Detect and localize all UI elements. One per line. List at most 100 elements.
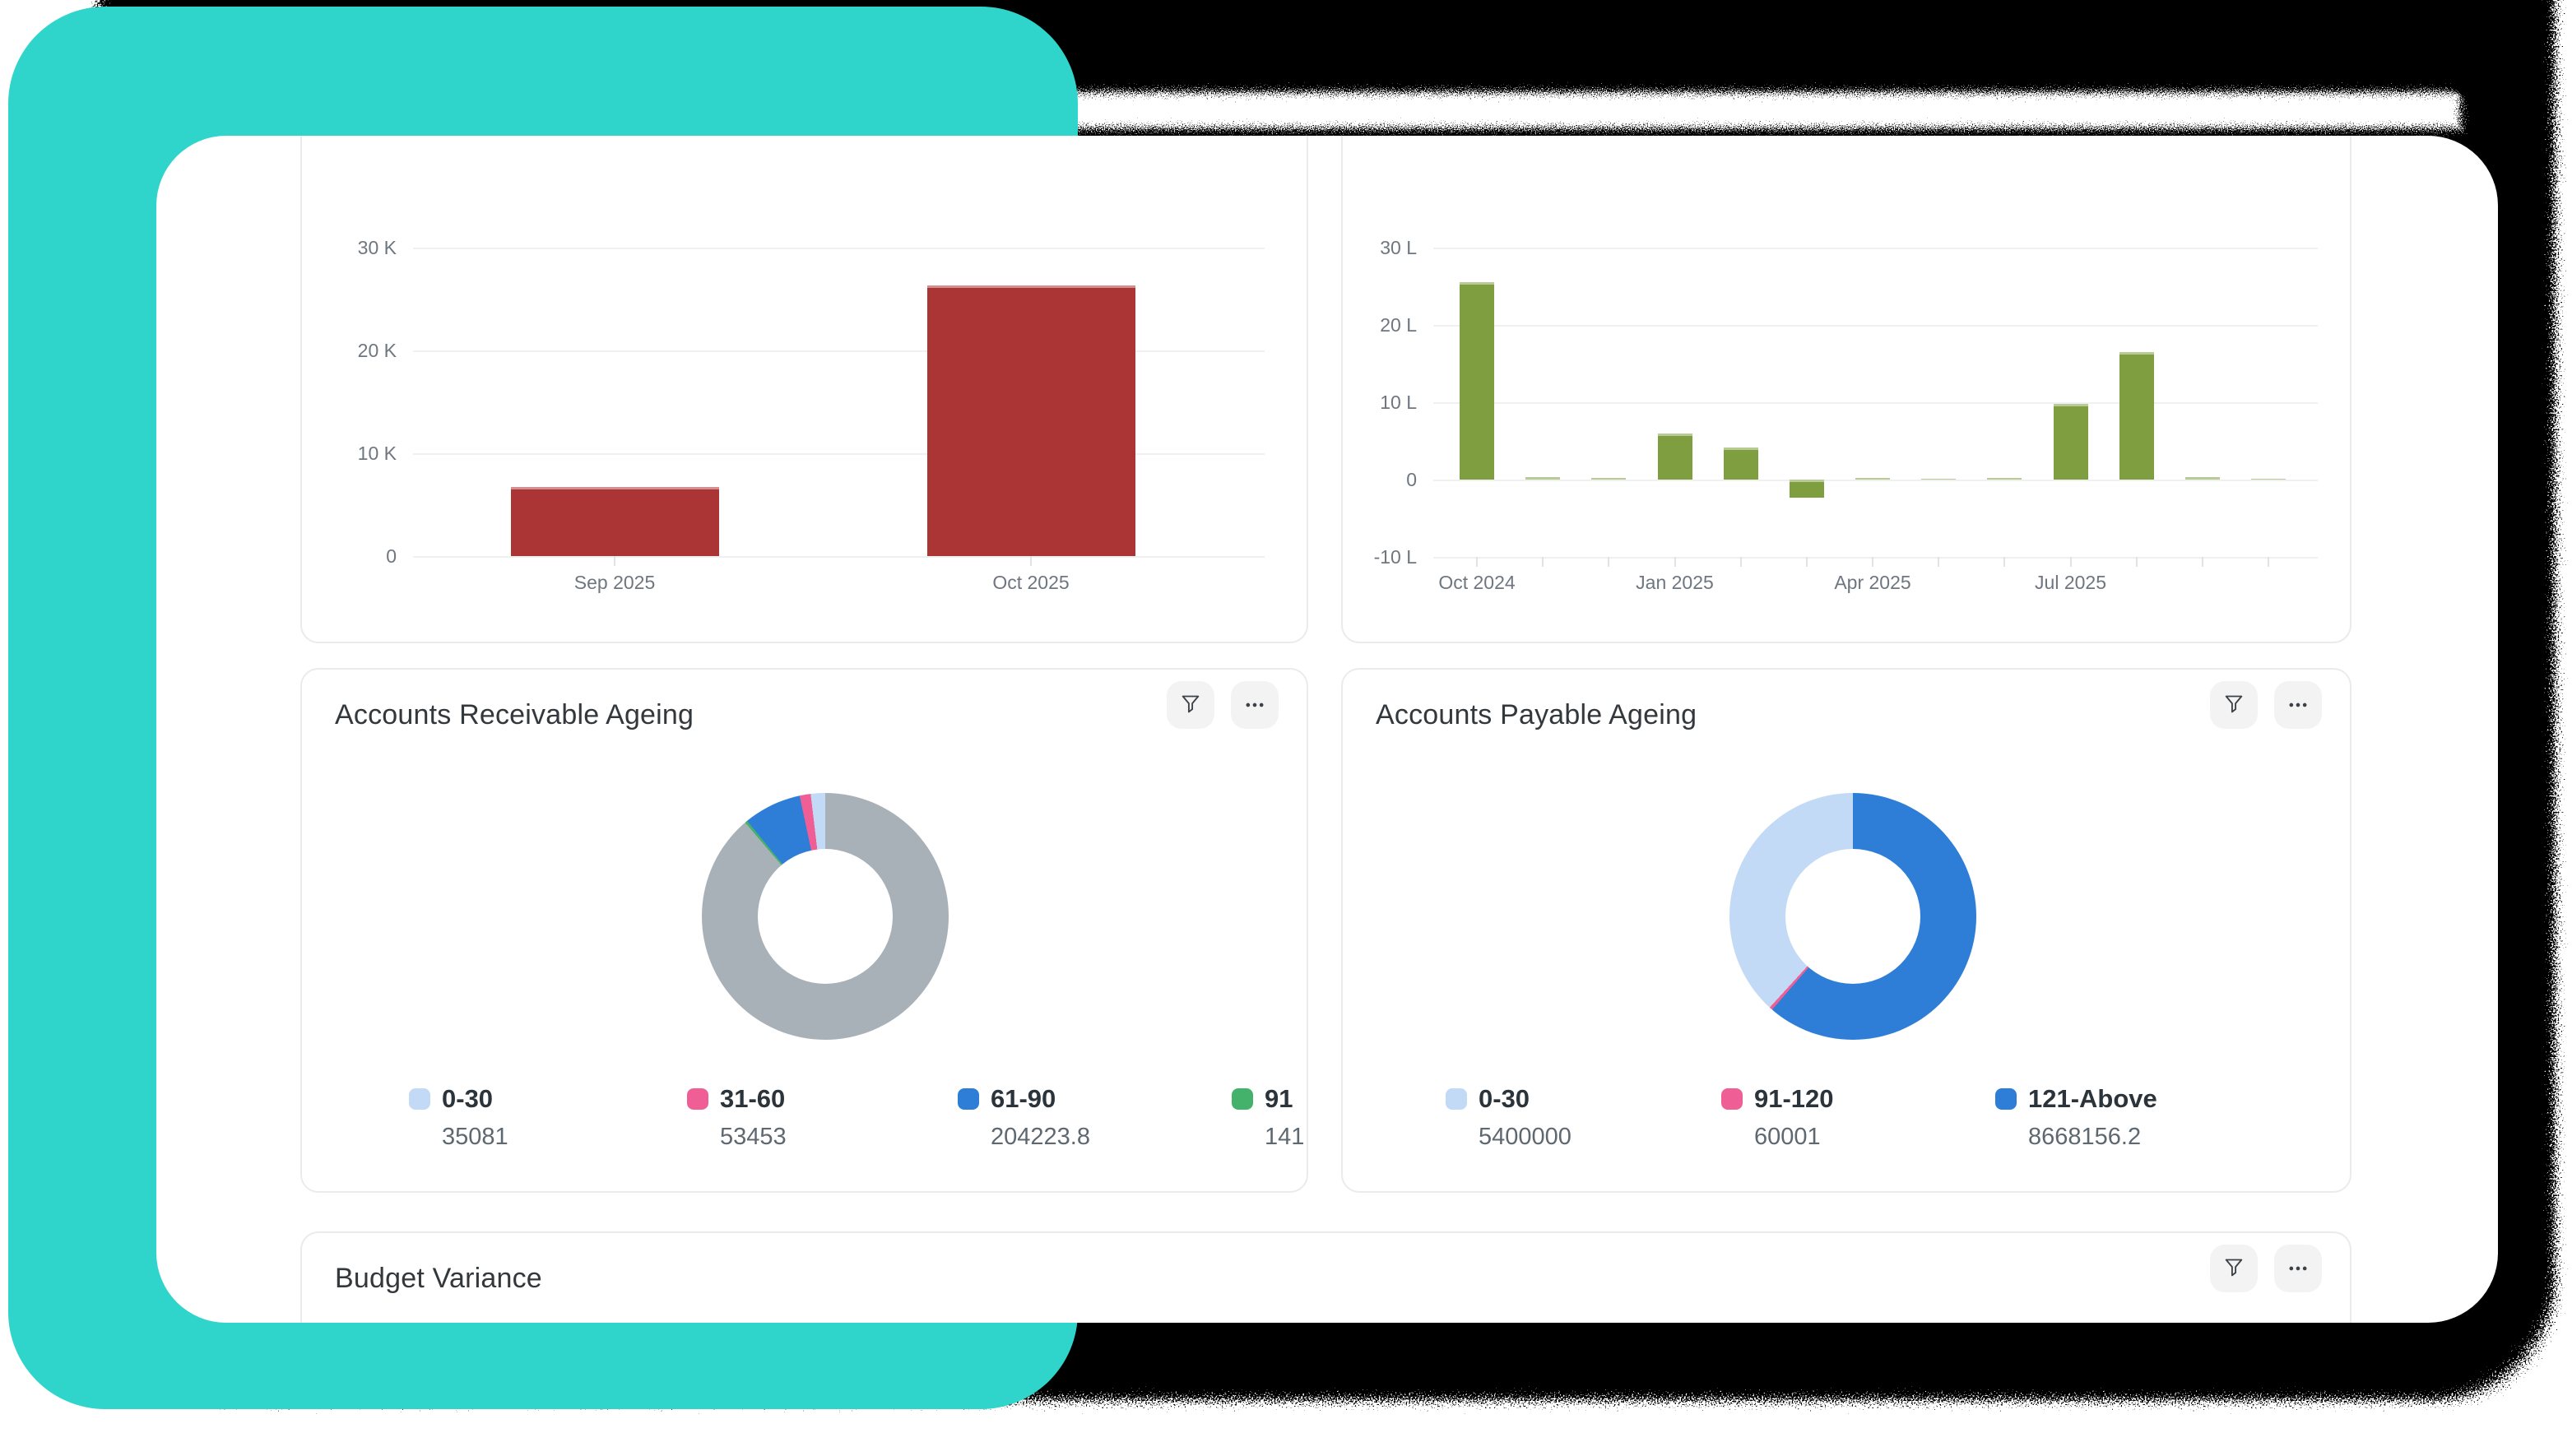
- bar-oct-2024[interactable]: [1460, 282, 1494, 480]
- bar-nov-2024[interactable]: [1525, 477, 1561, 480]
- legend-item[interactable]: 0-30 5400000: [1446, 1084, 1572, 1151]
- legend-item[interactable]: 121-Above 8668156.2: [1995, 1084, 2157, 1151]
- legend-label-row: 61-90: [958, 1084, 1090, 1114]
- x-axis-tick: [1542, 557, 1544, 567]
- x-axis-tick: [1872, 557, 1874, 567]
- bar-apr-2025[interactable]: [1855, 478, 1891, 480]
- x-axis-tick-label: Jul 2025: [2035, 572, 2106, 593]
- legend-swatch: [687, 1088, 708, 1110]
- x-axis-tick: [2268, 557, 2270, 567]
- dashboard-panel: 30 K 20 K 10 K 0 Sep 2025 Oct 2025 30 L 20 L 10…: [156, 136, 2498, 1323]
- gridline: [1433, 557, 2318, 559]
- card-title: Budget Variance: [335, 1263, 542, 1294]
- more-options-button[interactable]: [2274, 1245, 2322, 1292]
- filter-button[interactable]: [1167, 681, 1214, 729]
- x-axis-tick-label: Oct 2024: [1438, 572, 1516, 593]
- gridline: [1433, 402, 2318, 404]
- sales-bar-chart-card: 30 K 20 K 10 K 0 Sep 2025 Oct 2025: [300, 136, 1308, 643]
- filter-button[interactable]: [2210, 681, 2258, 729]
- bar-may-2025[interactable]: [1921, 478, 1957, 480]
- bar-dec-2024[interactable]: [1591, 478, 1627, 480]
- ar-ageing-legend: 0-30 35081 31-60 53453 61-90 204223.8 91 141: [302, 1084, 1307, 1183]
- x-axis-tick: [1608, 557, 1610, 567]
- legend-label-row: 31-60: [687, 1084, 787, 1114]
- gridline: [1433, 325, 2318, 327]
- legend-item[interactable]: 91 141: [1232, 1084, 1304, 1151]
- funnel-icon: [2225, 1259, 2243, 1277]
- ar-ageing-donut[interactable]: [702, 793, 949, 1040]
- bar-sep-2025[interactable]: [510, 487, 719, 556]
- legend-value: 8668156.2: [2028, 1124, 2142, 1150]
- bar-oct-2025[interactable]: [926, 285, 1135, 556]
- legend-value: 53453: [720, 1124, 787, 1150]
- ap-ageing-donut[interactable]: [1729, 793, 1976, 1040]
- legend-label: 91: [1265, 1084, 1293, 1113]
- legend-item[interactable]: 61-90 204223.8: [958, 1084, 1090, 1151]
- legend-swatch: [1446, 1088, 1467, 1110]
- accounts-payable-ageing-card: Accounts Payable Ageing 0-30 5400000 91-12…: [1341, 668, 2351, 1193]
- legend-label-row: 91-120: [1721, 1084, 1834, 1114]
- legend-value: 5400000: [1479, 1124, 1572, 1150]
- legend-value: 35081: [442, 1124, 508, 1150]
- ap-ageing-legend: 0-30 5400000 91-120 60001 121-Above 8668156.2: [1343, 1084, 2350, 1183]
- ellipsis-icon: [2289, 1266, 2307, 1271]
- y-axis-tick-label: 30 K: [357, 237, 397, 258]
- bar-jun-2025[interactable]: [1987, 478, 2022, 480]
- x-axis-tick: [1739, 557, 1742, 567]
- x-axis-tick: [2135, 557, 2138, 567]
- gridline: [413, 248, 1265, 249]
- bar-feb-2025[interactable]: [1723, 447, 1758, 480]
- gridline: [413, 350, 1265, 352]
- legend-label: 91-120: [1754, 1084, 1834, 1113]
- legend-item[interactable]: 0-30 35081: [409, 1084, 508, 1151]
- legend-label-row: 0-30: [1446, 1084, 1572, 1114]
- legend-label-row: 91: [1232, 1084, 1304, 1114]
- bar-jul-2025[interactable]: [2053, 403, 2088, 480]
- bar-sep-2025[interactable]: [2184, 477, 2220, 480]
- more-options-button[interactable]: [1231, 681, 1279, 729]
- filter-button[interactable]: [2210, 1245, 2258, 1292]
- legend-swatch: [958, 1088, 979, 1110]
- legend-label: 61-90: [991, 1084, 1056, 1113]
- gridline: [413, 556, 1265, 558]
- gridline: [1433, 248, 2318, 249]
- cashflow-bar-chart-card: 30 L 20 L 10 L 0 -10 L Oct 2024 Jan 2025 Apr 20…: [1341, 136, 2351, 643]
- bar-jan-2025[interactable]: [1657, 433, 1692, 480]
- x-axis-tick: [1938, 557, 1940, 567]
- x-axis-tick-label: Oct 2025: [992, 572, 1070, 593]
- gridline: [413, 453, 1265, 455]
- legend-item[interactable]: 31-60 53453: [687, 1084, 787, 1151]
- legend-label: 0-30: [442, 1084, 494, 1113]
- x-axis-tick: [2003, 557, 2006, 567]
- more-options-button[interactable]: [2274, 681, 2322, 729]
- legend-item[interactable]: 91-120 60001: [1721, 1084, 1834, 1151]
- green-bar-chart: 30 L 20 L 10 L 0 -10 L Oct 2024 Jan 2025 Apr 20…: [1343, 137, 2350, 642]
- x-axis-tick: [1476, 557, 1478, 567]
- card-title: Accounts Payable Ageing: [1376, 699, 1697, 730]
- x-axis-tick: [1674, 557, 1676, 567]
- ellipsis-icon: [1246, 702, 1264, 707]
- x-axis-tick: [2069, 557, 2072, 567]
- x-axis-tick-label: Apr 2025: [1834, 572, 1911, 593]
- accounts-receivable-ageing-card: Accounts Receivable Ageing 0-30 35081 31-6…: [300, 668, 1308, 1193]
- legend-swatch: [1995, 1088, 2017, 1110]
- legend-label: 31-60: [720, 1084, 786, 1113]
- x-axis-tick: [2201, 557, 2203, 567]
- ellipsis-icon: [2289, 702, 2307, 707]
- bar-mar-2025[interactable]: [1789, 480, 1824, 498]
- y-axis-tick-label: 0: [1406, 469, 1417, 490]
- legend-label-row: 0-30: [409, 1084, 508, 1114]
- y-axis-tick-label: 20 K: [357, 340, 397, 361]
- legend-value: 60001: [1754, 1124, 1821, 1150]
- bar-aug-2025[interactable]: [2119, 351, 2154, 480]
- y-axis-tick-label: 0: [386, 545, 397, 567]
- x-axis-tick: [614, 556, 615, 566]
- budget-variance-card: Budget Variance: [300, 1231, 2351, 1323]
- legend-value: 141: [1265, 1124, 1305, 1150]
- legend-label-row: 121-Above: [1995, 1084, 2157, 1114]
- y-axis-tick-label: 10 K: [357, 443, 397, 464]
- bar-oct-2025[interactable]: [2251, 478, 2286, 480]
- funnel-icon: [2225, 695, 2243, 713]
- legend-label: 121-Above: [2028, 1084, 2157, 1113]
- x-axis-tick: [1805, 557, 1808, 567]
